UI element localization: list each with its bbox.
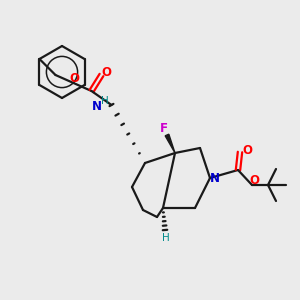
Text: O: O <box>70 71 80 85</box>
Text: O: O <box>101 67 112 80</box>
Text: H: H <box>162 233 170 243</box>
Polygon shape <box>165 134 175 153</box>
Text: N: N <box>210 172 220 185</box>
Text: F: F <box>160 122 168 134</box>
Text: O: O <box>249 173 259 187</box>
Text: O: O <box>242 143 252 157</box>
Text: H: H <box>100 96 108 106</box>
Text: N: N <box>92 100 101 113</box>
